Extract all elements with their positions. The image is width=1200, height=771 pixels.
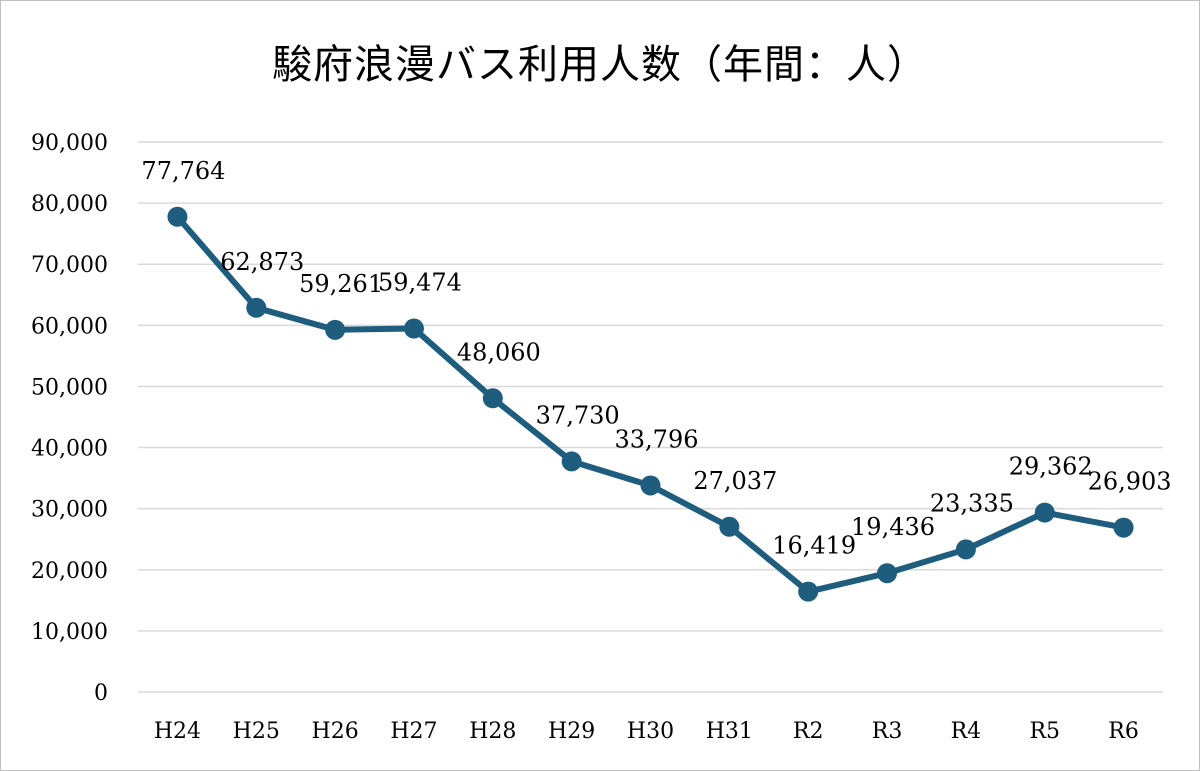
- data-point: [561, 451, 582, 472]
- data-label: 37,730: [536, 401, 620, 429]
- data-point: [877, 563, 898, 584]
- data-label: 27,037: [693, 467, 777, 495]
- data-label: 62,873: [220, 248, 304, 276]
- y-tick-label: 30,000: [31, 498, 108, 523]
- y-tick-label: 50,000: [31, 375, 108, 400]
- data-label: 33,796: [615, 425, 699, 453]
- x-tick-label: R6: [1108, 719, 1139, 744]
- data-label: 59,474: [378, 269, 462, 297]
- data-point: [1034, 502, 1055, 523]
- y-tick-label: 70,000: [31, 253, 108, 278]
- gridlines: [138, 141, 1163, 693]
- x-tick-label: R2: [793, 719, 824, 744]
- x-tick-label: H29: [548, 719, 595, 744]
- chart-title: 駿府浪漫バス利用人数（年間：人）: [272, 42, 928, 88]
- x-tick-label: H26: [312, 719, 359, 744]
- y-tick-label: 90,000: [31, 131, 108, 156]
- x-axis-ticks: H24 H25 H26 H27 H28 H29 H30 H31 R2 R3 R4 R5 R6: [154, 719, 1139, 744]
- y-tick-label: 40,000: [31, 437, 108, 462]
- x-tick-label: H31: [706, 719, 753, 744]
- x-tick-label: H24: [154, 719, 201, 744]
- data-label: 16,419: [772, 532, 856, 560]
- y-tick-label: 80,000: [31, 192, 108, 217]
- data-point: [719, 516, 740, 537]
- y-tick-label: 20,000: [31, 559, 108, 584]
- data-label: 77,764: [141, 157, 225, 185]
- x-tick-label: R5: [1029, 719, 1060, 744]
- x-tick-label: H25: [233, 719, 280, 744]
- data-label: 48,060: [457, 338, 541, 366]
- y-tick-label: 10,000: [31, 620, 108, 645]
- data-label: 26,903: [1088, 468, 1172, 496]
- x-tick-label: R3: [872, 719, 903, 744]
- data-point: [798, 581, 819, 602]
- x-tick-label: H27: [390, 719, 437, 744]
- data-point: [1113, 517, 1134, 538]
- x-tick-label: R4: [951, 719, 982, 744]
- x-tick-label: H30: [627, 719, 674, 744]
- data-point: [325, 319, 346, 340]
- y-tick-label: 60,000: [31, 314, 108, 339]
- data-label: 59,261: [299, 270, 383, 298]
- data-point: [955, 539, 976, 560]
- data-label: 19,436: [851, 513, 935, 541]
- data-point: [482, 388, 503, 409]
- data-point: [246, 297, 267, 318]
- series-markers: [167, 206, 1134, 602]
- data-point: [640, 475, 661, 496]
- data-point: [167, 206, 188, 227]
- y-axis-ticks: 0 10,000 20,000 30,000 40,000 50,000 60,000 70,…: [31, 131, 108, 706]
- data-label: 29,362: [1009, 453, 1093, 481]
- data-point: [403, 318, 424, 339]
- x-tick-label: H28: [469, 719, 516, 744]
- data-label: 23,335: [930, 489, 1014, 517]
- y-tick-label: 0: [94, 681, 108, 706]
